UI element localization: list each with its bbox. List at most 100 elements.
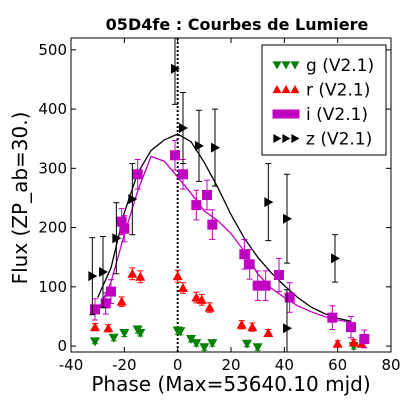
data-point [284,292,295,303]
legend-label: g (V2.1) [306,56,374,76]
chart-title: 05D4fe : Courbes de Lumiere [106,15,369,34]
data-point [272,85,282,94]
y-tick-label: 400 [38,100,67,118]
data-point [290,61,300,70]
data-point [170,150,180,161]
data-point [252,280,263,291]
legend-label: r (V2.1) [306,81,370,101]
data-point [264,197,274,208]
data-point [281,61,291,70]
data-point [135,329,146,339]
data-point [346,322,356,333]
data-point [172,271,183,281]
legend: g (V2.1) r (V2.1) i (V2.1) z (V2.1) [261,44,387,156]
y-tick-label: 300 [38,159,67,177]
legend-label: i (V2.1) [306,105,368,125]
x-tick-label: 60 [328,356,347,374]
legend-entry: g (V2.1) [272,56,374,76]
data-point [244,259,255,270]
data-point [132,169,143,180]
data-point [119,223,130,234]
data-point [252,343,263,352]
data-point [90,337,100,347]
data-point [202,190,212,200]
data-point [186,334,196,344]
data-point [211,142,220,153]
data-point [331,253,340,264]
data-point [282,134,291,143]
x-tick-label: 20 [221,356,240,374]
data-point [247,322,258,332]
legend-entry: z (V2.1) [273,130,372,150]
data-point [90,322,100,332]
data-point [272,61,282,70]
legend-label: z (V2.1) [306,130,372,150]
legend-entry: i (V2.1) [272,105,368,125]
data-point [116,216,127,227]
y-tick-label: 500 [38,41,67,59]
data-point [191,292,202,302]
x-tick-label: 0 [173,356,183,374]
plot-area: -40 -20 0 20 40 60 80 0 100 200 300 400 500 [38,37,400,374]
y-tick-label: 0 [57,337,67,355]
data-point [108,333,119,343]
plot-inner [88,38,370,352]
data-point [283,213,292,224]
data-point [291,134,300,143]
data-point [127,268,138,278]
data-point [175,327,186,337]
data-point [100,298,111,309]
data-point [273,134,282,143]
data-point [178,169,188,180]
data-point [171,63,180,74]
data-point [236,319,247,329]
data-point [281,109,291,119]
y-axis-label: Flux (ZP_ab=30.) [8,112,32,285]
data-point [239,249,250,260]
series-group [88,38,340,352]
series-group [90,325,359,352]
data-point [359,333,370,344]
data-point [199,343,210,352]
data-point [283,323,292,334]
data-point [112,233,122,244]
series-group [90,139,370,349]
data-point [207,339,218,349]
data-point [128,194,138,205]
x-tick-label: 80 [381,356,400,374]
data-point [263,328,274,338]
x-tick-label: -40 [59,356,84,374]
data-point [290,85,300,94]
data-point [116,296,127,306]
x-axis-label: Phase (Max=53640.10 mjd) [91,372,370,396]
x-tick-label: 40 [275,356,294,374]
fit-curve [97,155,352,324]
data-point [103,323,114,333]
data-point [179,123,188,134]
data-point [327,312,338,323]
data-point [196,294,207,304]
legend-entry: r (V2.1) [272,81,370,101]
data-point [348,337,359,347]
data-point [191,339,202,349]
data-point [332,338,343,348]
data-point [88,271,98,282]
data-point [281,85,291,94]
y-tick-label: 100 [38,278,67,296]
data-point [99,267,108,278]
data-point [178,283,188,293]
data-point [242,339,252,349]
data-point [272,109,282,119]
data-point [260,280,271,291]
data-point [195,140,204,151]
data-point [90,304,100,315]
data-point [106,286,116,297]
data-point [119,329,130,339]
data-point [290,109,300,119]
x-tick-label: -20 [112,356,137,374]
y-tick-label: 200 [38,219,67,237]
series-group [90,267,367,348]
data-point [204,302,215,312]
data-point [207,219,218,230]
